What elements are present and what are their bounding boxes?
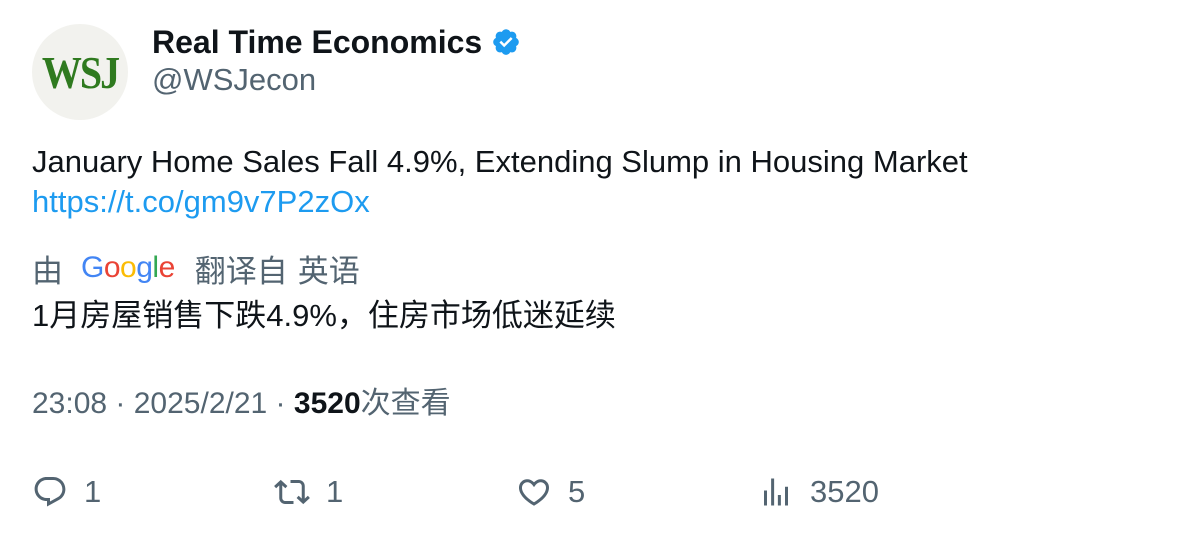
tweet-time[interactable]: 23:08 [32, 387, 108, 420]
google-letter: g [136, 251, 153, 284]
views-chart-icon [764, 478, 788, 506]
google-letter: l [152, 251, 159, 284]
tweet-meta: 23:08 · 2025/2/21 · 3520 次查看 [32, 384, 451, 424]
google-letter: o [120, 251, 137, 284]
display-name[interactable]: Real Time Economics [152, 23, 483, 60]
views-label: 次查看 [360, 387, 451, 420]
reply-icon [34, 477, 66, 507]
meta-separator: · [107, 387, 134, 420]
translation-attribution: 由 G o o g l e 翻译自 英语 [32, 248, 360, 289]
verified-badge-icon [491, 27, 521, 57]
retweet-button[interactable]: 1 [274, 470, 343, 514]
translation-label: 翻译自 [194, 253, 288, 289]
like-count: 5 [568, 474, 586, 509]
translated-tweet-text: 1月房屋销售下跌4.9%，住房市场低迷延续 [32, 298, 616, 333]
views-count: 3520 [293, 387, 361, 420]
google-letter: o [103, 251, 121, 284]
retweet-count: 1 [326, 474, 344, 509]
like-button[interactable]: 5 [516, 470, 585, 514]
retweet-icon [274, 479, 310, 505]
google-letter: G [81, 251, 104, 284]
meta-separator: · [267, 387, 294, 420]
source-language: 英语 [297, 253, 360, 289]
views-count-action: 3520 [810, 474, 879, 509]
reply-button[interactable]: 1 [32, 470, 101, 514]
reply-count: 1 [84, 474, 102, 509]
tweet-actions: 1 1 5 3520 [32, 470, 1164, 514]
avatar-logo-text: WSJ [41, 46, 120, 98]
author-handle[interactable]: @WSJecon [152, 62, 317, 97]
tweet-body: January Home Sales Fall 4.9%, Extending … [32, 144, 968, 179]
translation-prefix: 由 [32, 253, 63, 289]
tweet-link[interactable]: https://t.co/gm9v7P2zOx [32, 184, 370, 219]
avatar[interactable]: WSJ [32, 24, 128, 120]
google-letter: e [158, 251, 176, 284]
tweet-text: January Home Sales Fall 4.9%, Extending … [32, 142, 968, 222]
views-button[interactable]: 3520 [758, 470, 879, 514]
tweet-date[interactable]: 2025/2/21 [133, 387, 268, 420]
heart-icon [518, 479, 550, 506]
google-logo[interactable]: G o o g l e [81, 251, 175, 285]
author-name-row: Real Time Economics [152, 22, 521, 62]
